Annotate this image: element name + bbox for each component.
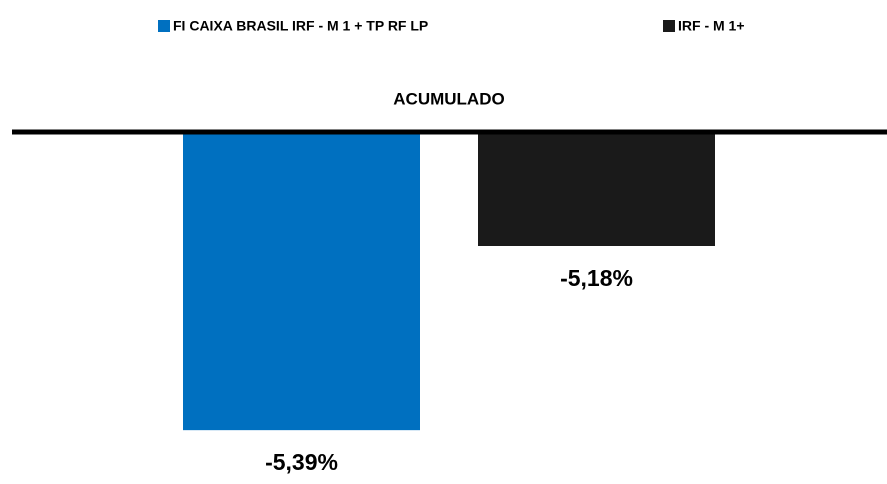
bar [183, 132, 420, 431]
bar [478, 132, 715, 246]
legend-label: FI CAIXA BRASIL IRF - M 1 + TP RF LP [173, 18, 428, 34]
legend-label: IRF - M 1+ [678, 18, 745, 34]
value-label: -5,39% [265, 449, 338, 475]
category-label: ACUMULADO [393, 89, 504, 108]
legend-swatch [663, 20, 675, 32]
value-label: -5,18% [560, 265, 633, 291]
legend-swatch [158, 20, 170, 32]
